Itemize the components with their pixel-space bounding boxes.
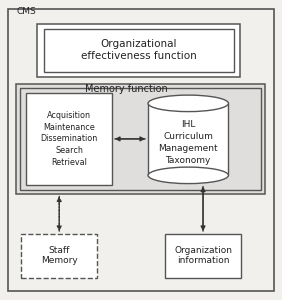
Text: CMS: CMS — [17, 8, 37, 16]
Text: Organization
information: Organization information — [174, 246, 232, 265]
FancyBboxPatch shape — [8, 9, 274, 291]
Text: Staff
Memory: Staff Memory — [41, 246, 78, 265]
Ellipse shape — [148, 167, 228, 184]
FancyBboxPatch shape — [165, 234, 241, 278]
FancyBboxPatch shape — [148, 103, 228, 175]
FancyBboxPatch shape — [44, 28, 234, 72]
FancyBboxPatch shape — [26, 93, 112, 184]
FancyBboxPatch shape — [20, 88, 261, 190]
Text: Memory function: Memory function — [85, 84, 168, 94]
Text: IHL
Curriculum
Management
Taxonomy: IHL Curriculum Management Taxonomy — [158, 120, 218, 165]
Text: Acquisition
Maintenance
Dissemination
Search
Retrieval: Acquisition Maintenance Dissemination Se… — [40, 111, 98, 167]
Ellipse shape — [148, 95, 228, 112]
Text: Organizational
effectiveness function: Organizational effectiveness function — [81, 39, 197, 61]
FancyBboxPatch shape — [21, 234, 97, 278]
FancyBboxPatch shape — [16, 84, 265, 194]
FancyBboxPatch shape — [37, 24, 240, 76]
